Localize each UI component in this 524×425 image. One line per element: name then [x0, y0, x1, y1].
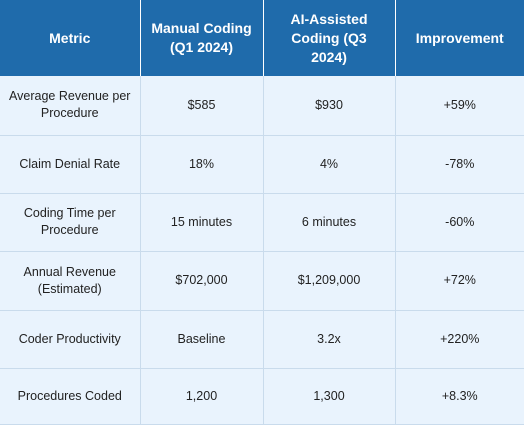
ai-value-cell: 4%	[263, 135, 396, 194]
ai-value-cell: 6 minutes	[263, 193, 396, 252]
ai-value-cell: 1,300	[263, 368, 396, 425]
table-header: Metric Manual Coding (Q1 2024) AI-Assist…	[0, 0, 524, 76]
manual-value-cell: 18%	[140, 135, 264, 194]
metric-cell: Coding Time per Procedure	[0, 193, 141, 252]
table-row: Claim Denial Rate 18% 4% -78%	[0, 135, 524, 194]
metric-cell: Average Revenue per Procedure	[0, 76, 141, 136]
table-row: Coder Productivity Baseline 3.2x +220%	[0, 310, 524, 369]
manual-value-cell: $585	[140, 76, 264, 136]
metric-cell: Procedures Coded	[0, 368, 141, 425]
ai-value-cell: $930	[263, 76, 396, 136]
improvement-cell: +72%	[395, 251, 524, 311]
table-row: Coding Time per Procedure 15 minutes 6 m…	[0, 193, 524, 252]
header-row: Metric Manual Coding (Q1 2024) AI-Assist…	[0, 0, 524, 76]
metric-cell: Claim Denial Rate	[0, 135, 141, 194]
header-manual-coding: Manual Coding (Q1 2024)	[140, 0, 264, 76]
improvement-cell: +59%	[395, 76, 524, 136]
header-metric: Metric	[0, 0, 141, 76]
manual-value-cell: Baseline	[140, 310, 264, 369]
metric-cell: Coder Productivity	[0, 310, 141, 369]
manual-value-cell: 1,200	[140, 368, 264, 425]
improvement-cell: +220%	[395, 310, 524, 369]
improvement-cell: -78%	[395, 135, 524, 194]
metric-cell: Annual Revenue (Estimated)	[0, 251, 141, 311]
table-row: Procedures Coded 1,200 1,300 +8.3%	[0, 368, 524, 425]
manual-value-cell: $702,000	[140, 251, 264, 311]
table-row: Annual Revenue (Estimated) $702,000 $1,2…	[0, 251, 524, 311]
table-row: Average Revenue per Procedure $585 $930 …	[0, 76, 524, 136]
ai-value-cell: 3.2x	[263, 310, 396, 369]
improvement-cell: -60%	[395, 193, 524, 252]
header-improvement: Improvement	[395, 0, 524, 76]
ai-value-cell: $1,209,000	[263, 251, 396, 311]
improvement-cell: +8.3%	[395, 368, 524, 425]
header-ai-assisted-coding: AI-Assisted Coding (Q3 2024)	[263, 0, 396, 76]
manual-value-cell: 15 minutes	[140, 193, 264, 252]
table-body: Average Revenue per Procedure $585 $930 …	[0, 76, 524, 425]
